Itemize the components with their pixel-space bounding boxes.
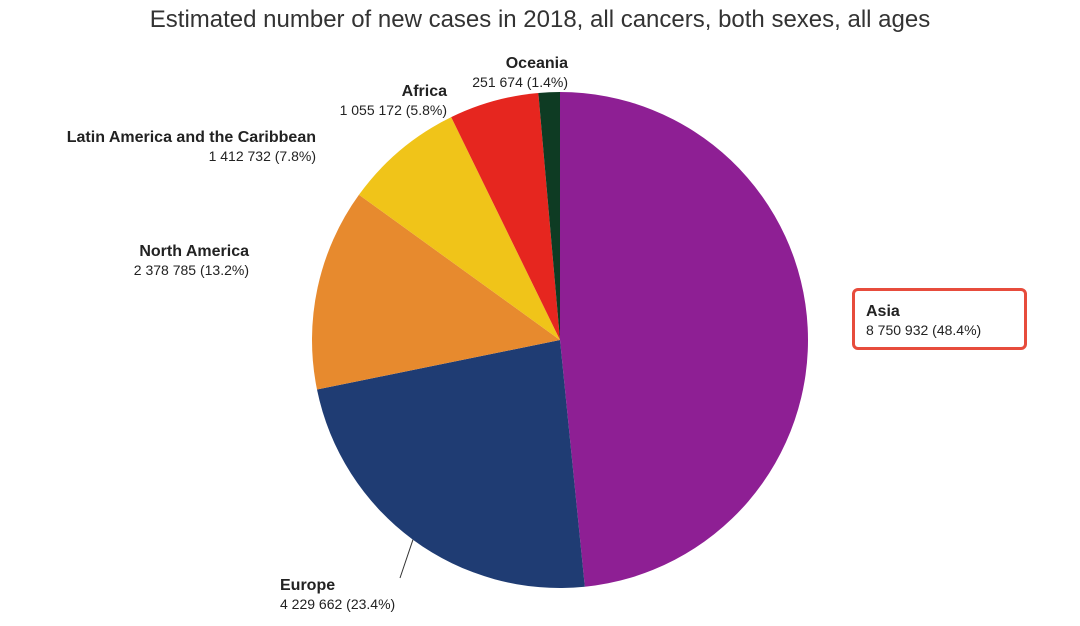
slice-label: North America2 378 785 (13.2%) <box>134 242 249 280</box>
slice-label-name: North America <box>134 242 249 262</box>
slice-label-value: 4 229 662 (23.4%) <box>280 596 395 614</box>
slice-label: Europe4 229 662 (23.4%) <box>280 576 395 614</box>
slice-label-value: 2 378 785 (13.2%) <box>134 262 249 280</box>
pie-slice <box>560 92 808 587</box>
chart-stage: Estimated number of new cases in 2018, a… <box>0 0 1080 626</box>
pie-chart <box>312 92 808 588</box>
slice-label-value: 1 412 732 (7.8%) <box>67 148 316 166</box>
slice-label: Oceania251 674 (1.4%) <box>472 54 568 92</box>
slice-label-value: 251 674 (1.4%) <box>472 74 568 92</box>
highlight-box <box>852 288 1027 350</box>
slice-label-name: Latin America and the Caribbean <box>67 128 316 148</box>
slice-label-name: Oceania <box>472 54 568 74</box>
chart-title: Estimated number of new cases in 2018, a… <box>0 6 1080 34</box>
slice-label-value: 1 055 172 (5.8%) <box>340 102 447 120</box>
slice-label: Africa1 055 172 (5.8%) <box>340 82 447 120</box>
slice-label: Latin America and the Caribbean1 412 732… <box>67 128 316 166</box>
slice-label-name: Africa <box>340 82 447 102</box>
slice-label-name: Europe <box>280 576 395 596</box>
